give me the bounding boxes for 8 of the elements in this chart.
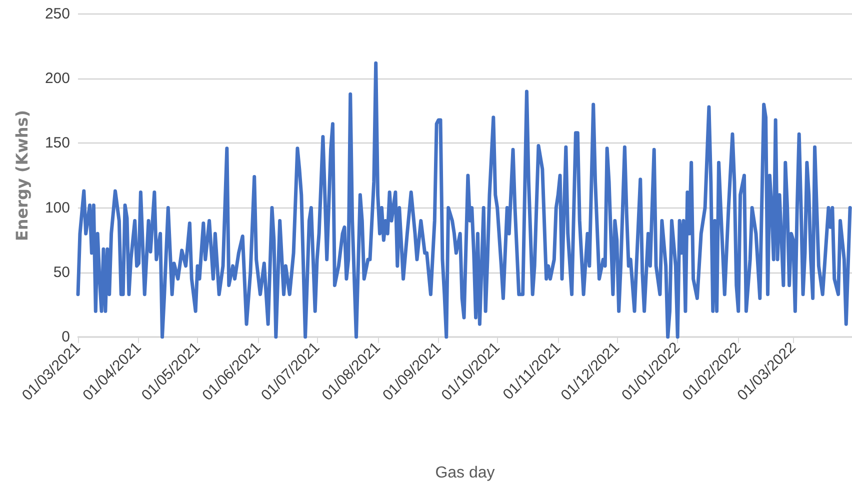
y-tick-label: 250	[44, 6, 70, 22]
y-tick-label: 200	[44, 70, 70, 88]
y-tick-label: 100	[44, 199, 70, 216]
y-tick-label: 0	[62, 328, 70, 346]
y-tick-label: 50	[53, 264, 70, 281]
y-tick-label: 150	[44, 134, 70, 152]
x-axis-title: Gas day	[435, 464, 495, 482]
y-axis-title: Energy (Kwhs)	[12, 110, 32, 242]
